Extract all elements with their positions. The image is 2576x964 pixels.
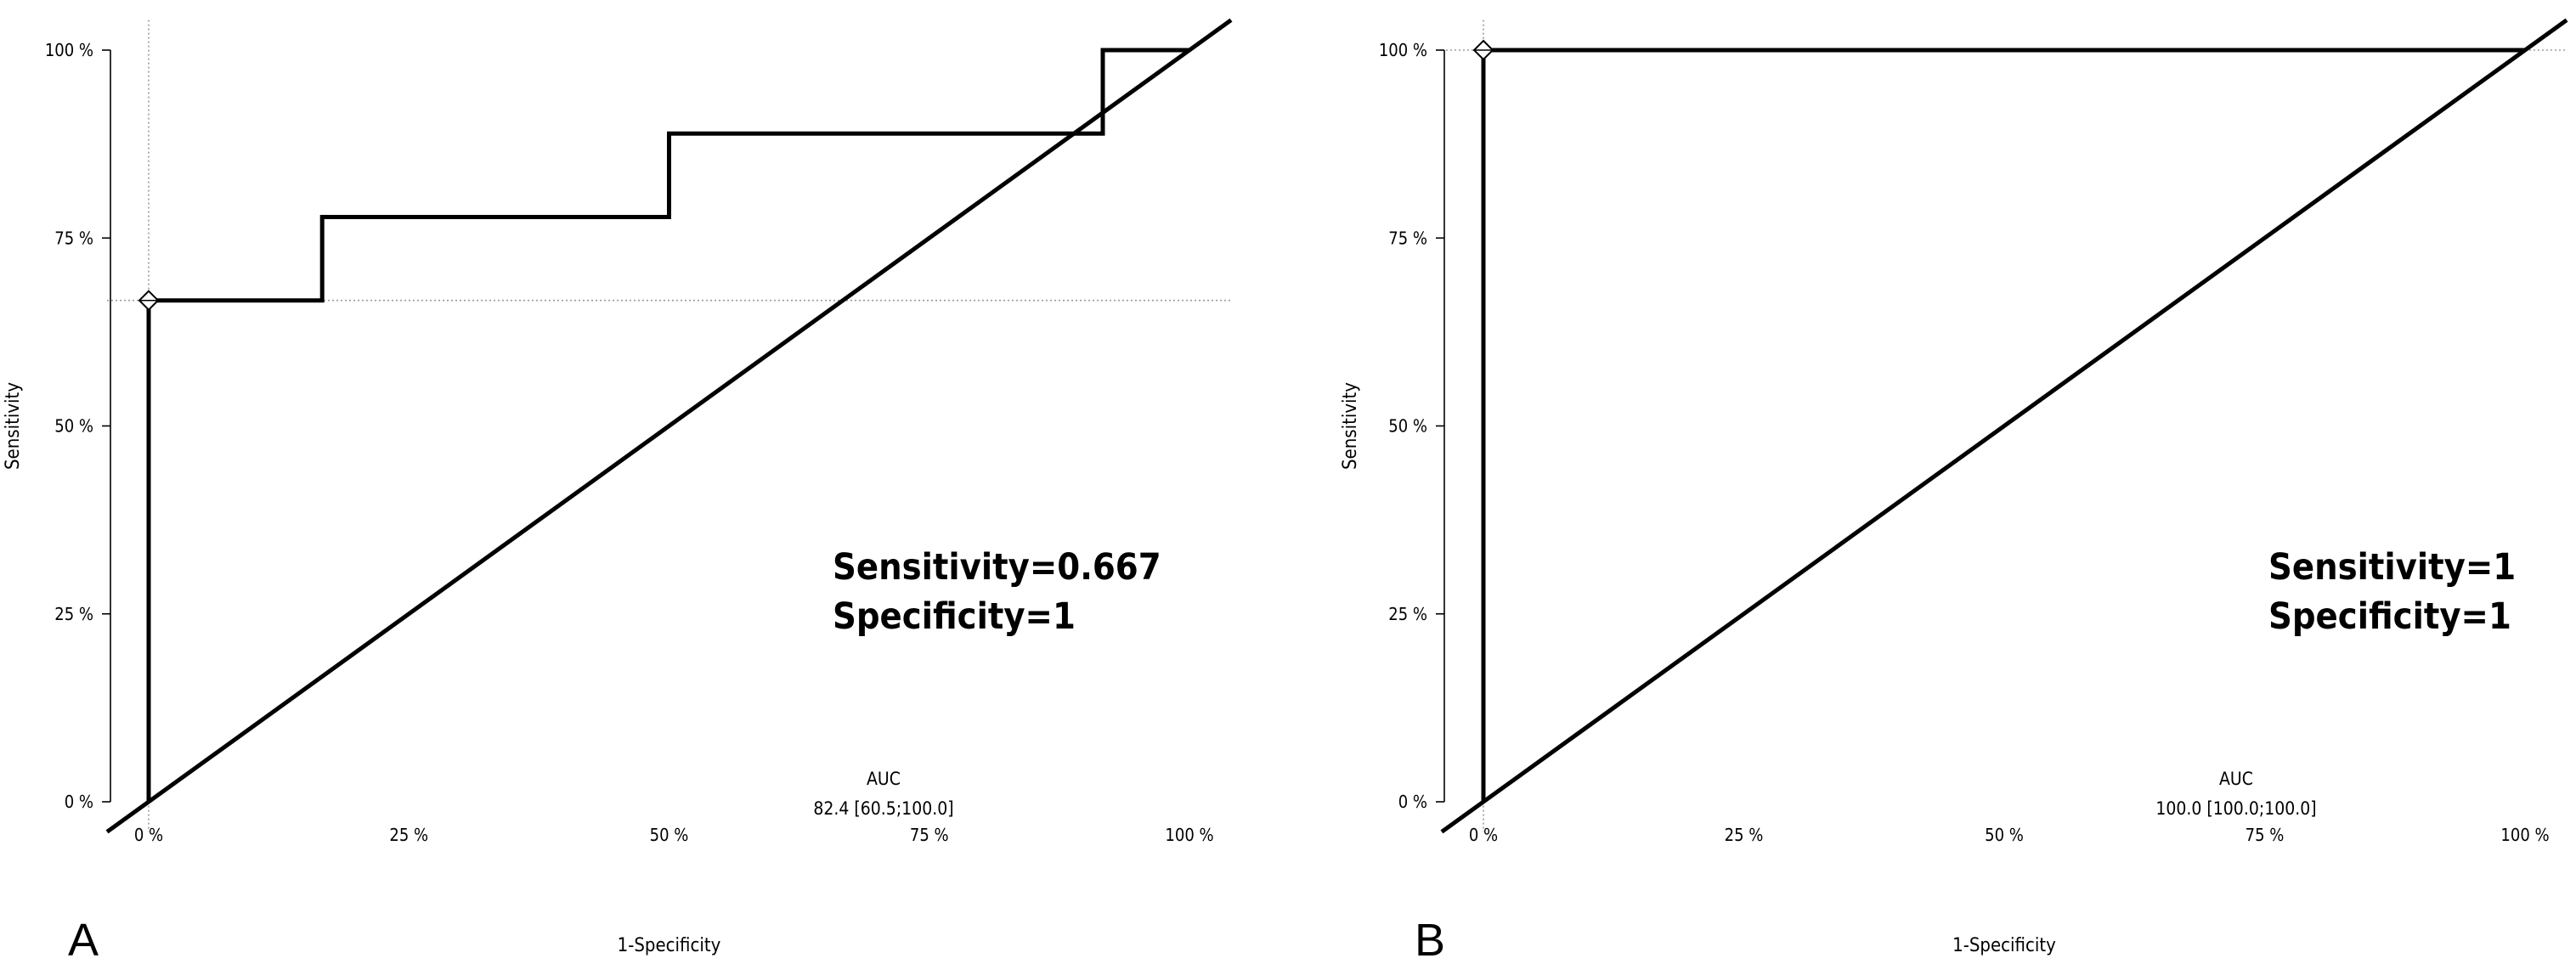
y-axis-title: Sensitivity bbox=[3, 382, 24, 470]
y-tick-label: 50 % bbox=[54, 416, 93, 437]
auc-title: AUC bbox=[2219, 769, 2253, 789]
x-tick-label: 75 % bbox=[910, 825, 949, 845]
y-tick-label: 25 % bbox=[54, 604, 93, 624]
y-tick-label: 100 % bbox=[1379, 40, 1427, 60]
roc-panel-b: 0 % 25 % 50 % 75 % 100 % 0 % 25 % 50 % 75 % 100 %… bbox=[1340, 18, 2568, 964]
y-axis-title: Sensitivity bbox=[1340, 382, 1361, 470]
y-tick-label: 75 % bbox=[54, 228, 93, 248]
y-tick-label: 0 % bbox=[1398, 792, 1427, 812]
auc-value: 100.0 [100.0;100.0] bbox=[2155, 798, 2316, 819]
x-tick-label: 25 % bbox=[1725, 825, 1764, 845]
roc-curve-line bbox=[146, 48, 1189, 802]
auc-title: AUC bbox=[867, 769, 901, 789]
x-tick-label: 75 % bbox=[2246, 825, 2285, 845]
specificity-stat: Specificity=1 bbox=[833, 595, 1076, 638]
x-tick-label: 50 % bbox=[650, 825, 689, 845]
x-tick-label: 100 % bbox=[1165, 825, 1213, 845]
y-tick-label: 50 % bbox=[1388, 416, 1427, 437]
y-tick-label: 75 % bbox=[1388, 228, 1427, 248]
x-tick-label: 50 % bbox=[1985, 825, 2024, 845]
sensitivity-stat: Sensitivity=0.667 bbox=[833, 546, 1161, 589]
panel-letter: A bbox=[68, 915, 99, 964]
sensitivity-stat: Sensitivity=1 bbox=[2268, 546, 2516, 589]
specificity-stat: Specificity=1 bbox=[2268, 595, 2511, 638]
x-tick-label: 100 % bbox=[2500, 825, 2549, 845]
auc-value: 82.4 [60.5;100.0] bbox=[813, 798, 953, 819]
x-tick-label: 0 % bbox=[1469, 825, 1498, 845]
roc-panel-a: 0 % 25 % 50 % 75 % 100 % 0 % 25 % 50 % 75 % 100 %… bbox=[3, 18, 1233, 964]
reference-diagonal-line bbox=[1440, 18, 2568, 834]
y-tick-label: 100 % bbox=[45, 40, 93, 60]
x-tick-label: 25 % bbox=[389, 825, 428, 845]
x-axis-title: 1-Specificity bbox=[1952, 935, 2056, 956]
x-axis-title: 1-Specificity bbox=[618, 935, 721, 956]
y-tick-label: 25 % bbox=[1388, 604, 1427, 624]
x-tick-label: 0 % bbox=[134, 825, 163, 845]
panel-letter: B bbox=[1415, 915, 1445, 964]
y-tick-label: 0 % bbox=[65, 792, 93, 812]
reference-diagonal-line bbox=[105, 18, 1233, 834]
